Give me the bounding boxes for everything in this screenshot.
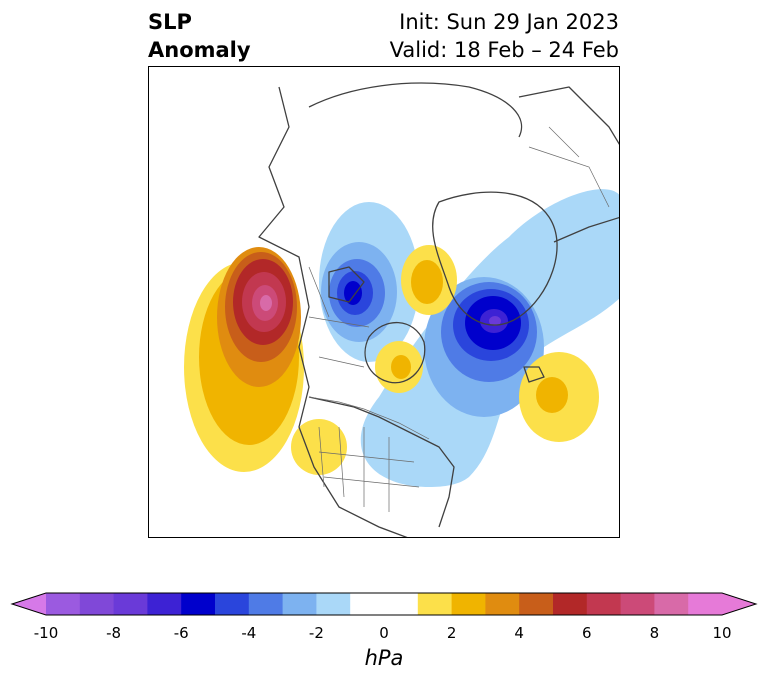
colorbar-bin-13 [519, 593, 554, 615]
contour-2hpa [391, 355, 411, 379]
eurasia-borders [528, 126, 610, 208]
iceland-coast [523, 366, 545, 383]
colorbar-tick-label: 6 [582, 624, 592, 642]
colorbar-tick-label: 0 [379, 624, 389, 642]
ne-pacific-high-anomaly [184, 247, 304, 472]
contour-neg5hpa [344, 281, 362, 305]
colorbar-over-arrow [722, 593, 756, 615]
colorbar-bin-18 [688, 593, 723, 615]
contour-2hpa [411, 260, 443, 304]
colorbar-bins [46, 593, 723, 615]
title-variable: SLP [148, 10, 192, 34]
political-borders [308, 126, 610, 512]
us-canada-border [308, 396, 430, 440]
map-panel [148, 66, 620, 538]
colorbar-bin-0 [46, 593, 81, 615]
colorbar [10, 592, 758, 616]
pacific-coast [258, 86, 408, 537]
hudson-bay-high-anomaly [375, 341, 423, 393]
colorbar-tick-label: -10 [33, 624, 59, 642]
baffin-low-anomaly [319, 202, 419, 362]
colorbar-under-arrow [12, 593, 46, 615]
colorbar-bin-12 [485, 593, 520, 615]
contour-neg7hpa [489, 316, 501, 326]
colorbar-tick-label: 8 [649, 624, 660, 642]
province-borders [308, 266, 370, 368]
contour-2hpa [536, 377, 568, 413]
colorbar-tick-label: -6 [173, 624, 189, 642]
colorbar-bin-4 [181, 593, 216, 615]
colorbar-bin-8 [316, 593, 351, 615]
colorbar-bin-15 [586, 593, 622, 615]
colorbar-bin-9 [350, 593, 419, 615]
baffin-island-coast [328, 266, 365, 303]
colorbar-bin-6 [248, 593, 284, 615]
colorbar-bin-7 [282, 593, 317, 615]
colorbar-bin-5 [215, 593, 250, 615]
us-canada-east-coast [308, 396, 455, 528]
colorbar-tick-label: -4 [241, 624, 257, 642]
colorbar-bin-10 [417, 593, 453, 615]
colorbar-tick-label: -8 [106, 624, 122, 642]
colorbar-bin-11 [451, 593, 486, 615]
arctic-high-anomaly [401, 245, 457, 315]
colorbar-bin-3 [147, 593, 182, 615]
colorbar-bin-17 [654, 593, 689, 615]
map-dates: Init: Sun 29 Jan 2023 Valid: 18 Feb – 24… [390, 8, 619, 64]
western-us-high-anomaly [291, 419, 347, 475]
colorbar-bin-1 [79, 593, 115, 615]
colorbar-bin-16 [620, 593, 655, 615]
map-title: SLP Anomaly [148, 8, 251, 64]
valid-date-label: Valid: 18 Feb – 24 Feb [389, 38, 619, 62]
greenland-coast [432, 191, 558, 326]
colorbar-bin-14 [553, 593, 588, 615]
colorbar-tick-label: 10 [712, 624, 732, 642]
state-borders [318, 426, 420, 512]
contour-8hpa [260, 295, 272, 311]
colorbar-bin-2 [113, 593, 148, 615]
colorbar-outline [10, 592, 758, 616]
arctic-islands-coast [308, 82, 523, 138]
coastlines [258, 82, 619, 537]
title-field-type: Anomaly [148, 38, 251, 62]
colorbar-unit-label: hPa [364, 646, 404, 670]
scandinavia-coast [518, 86, 619, 145]
atlantic-high-anomaly [519, 352, 599, 442]
colorbar-tick-label: 2 [446, 624, 457, 642]
europe-coast [553, 216, 619, 243]
colorbar-tick-label: -2 [308, 624, 324, 642]
slp-anomaly-map [184, 82, 619, 537]
hudson-bay-coast [364, 321, 426, 384]
init-date-label: Init: Sun 29 Jan 2023 [399, 10, 619, 34]
colorbar-tick-label: 4 [514, 624, 524, 642]
